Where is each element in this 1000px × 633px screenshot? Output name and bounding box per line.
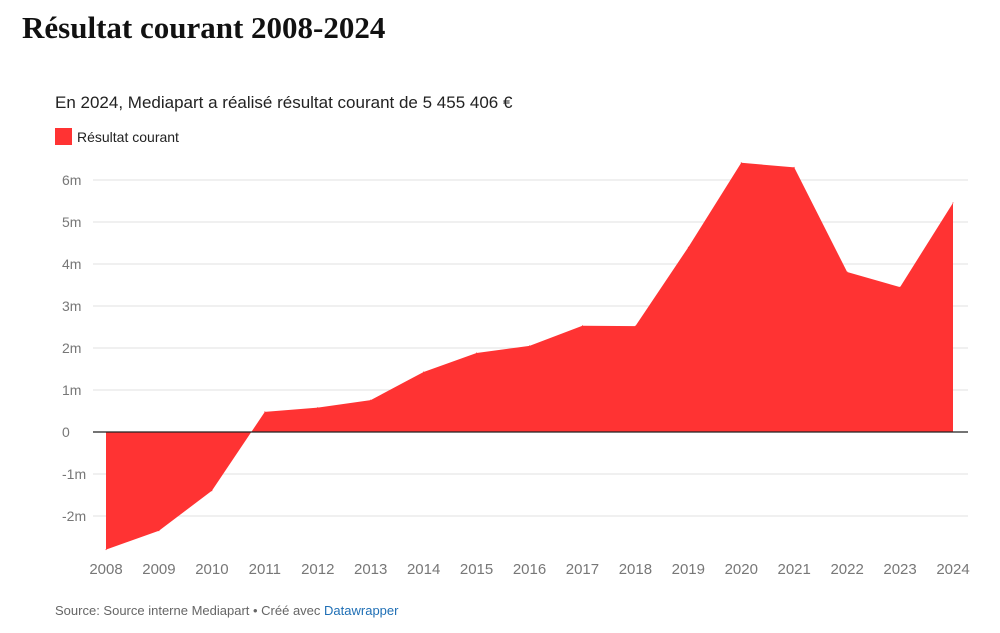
x-tick-label: 2010 [195, 561, 228, 578]
x-tick-label: 2022 [830, 561, 863, 578]
x-tick-label: 2018 [619, 561, 652, 578]
x-tick-label: 2019 [672, 561, 705, 578]
y-tick-label: 4m [62, 256, 81, 272]
x-tick-label: 2023 [883, 561, 916, 578]
x-tick-label: 2015 [460, 561, 493, 578]
chart-subtitle: En 2024, Mediapart a réalisé résultat co… [55, 93, 513, 112]
data-point [211, 490, 213, 492]
y-tick-label: 3m [62, 298, 81, 314]
y-tick-label: 5m [62, 214, 81, 230]
source-text: Source: Source interne Mediapart • Créé … [55, 603, 325, 618]
y-tick-label: 2m [62, 340, 81, 356]
x-tick-label: 2014 [407, 561, 440, 578]
y-tick-label: -1m [62, 466, 86, 482]
area-series [106, 162, 953, 550]
x-tick-label: 2008 [89, 561, 122, 578]
data-point [899, 286, 901, 288]
data-point [529, 345, 530, 347]
chart-title: Résultat courant 2008-2024 [22, 10, 386, 45]
y-tick-label: 6m [62, 172, 81, 188]
data-point [317, 407, 319, 409]
data-point [264, 411, 266, 413]
y-tick-label: 0 [62, 424, 70, 440]
data-point [423, 371, 425, 373]
x-tick-label: 2013 [354, 561, 387, 578]
x-tick-label: 2011 [249, 561, 281, 578]
legend-label: Résultat courant [77, 128, 179, 145]
data-point [370, 399, 372, 401]
chart-footer: Source: Source interne Mediapart • Créé … [55, 603, 398, 618]
data-point [846, 271, 848, 273]
data-point [105, 549, 107, 551]
data-point [158, 530, 160, 532]
datawrapper-link[interactable]: Datawrapper [324, 603, 399, 618]
y-tick-label: -2m [62, 508, 86, 524]
x-tick-label: 2012 [301, 561, 334, 578]
data-point [740, 162, 742, 164]
x-tick-label: 2021 [778, 561, 811, 578]
x-tick-label: 2009 [142, 561, 175, 578]
data-point [581, 325, 583, 327]
data-point [793, 166, 795, 168]
data-point [952, 202, 954, 204]
legend: Résultat courant [55, 128, 179, 145]
data-point [634, 325, 636, 327]
data-point [687, 246, 689, 248]
data-point [476, 352, 478, 354]
x-tick-label: 2016 [513, 561, 546, 578]
y-tick-label: 1m [62, 382, 81, 398]
legend-swatch [55, 128, 72, 145]
x-tick-label: 2020 [725, 561, 758, 578]
x-tick-label: 2017 [566, 561, 599, 578]
x-tick-label: 2024 [936, 561, 969, 578]
